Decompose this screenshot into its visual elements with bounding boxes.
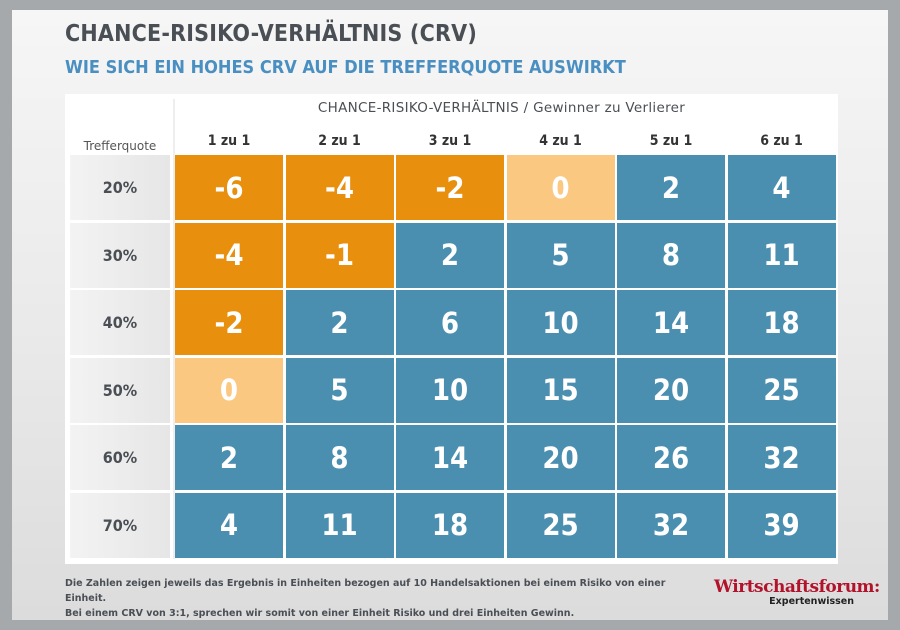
value-cell: -4 xyxy=(175,222,283,288)
value-cell: 20 xyxy=(506,425,615,490)
value-cell: 18 xyxy=(727,290,836,355)
value-cell: 20 xyxy=(617,357,725,423)
value-grid: -6 -4 -2 0 2 4 -4 -1 2 5 8 11 -2 2 6 10 14 18 0 5 10 15 20 25 2 8… xyxy=(175,155,838,561)
page-subtitle: WIE SICH EIN HOHES CRV AUF DIE TREFFERQU… xyxy=(65,57,626,78)
value-cell: 0 xyxy=(506,155,615,220)
footnote-line-2: Bei einem CRV von 3:1, sprechen wir somi… xyxy=(65,608,575,619)
value-cell: 8 xyxy=(285,425,394,490)
value-cell: 14 xyxy=(617,290,725,355)
value-cell: 5 xyxy=(506,222,615,288)
footnote: Die Zahlen zeigen jeweils das Ergebnis i… xyxy=(65,576,705,621)
value-cell: 26 xyxy=(617,425,725,490)
column-label: 6 zu 1 xyxy=(760,133,803,149)
value-cell: -6 xyxy=(175,155,283,220)
value-cell: 15 xyxy=(506,357,615,423)
value-cell: 4 xyxy=(175,492,283,558)
value-cell: 5 xyxy=(285,357,394,423)
row-header-title: Trefferquote xyxy=(83,139,157,153)
row-label: 60% xyxy=(70,425,170,490)
column-label: 3 zu 1 xyxy=(428,133,472,149)
value-cell: 32 xyxy=(617,492,725,558)
row-header-divider xyxy=(173,99,175,559)
value-cell: 10 xyxy=(506,290,615,355)
row-label: 20% xyxy=(70,155,170,220)
row-label: 30% xyxy=(70,222,170,288)
value-cell: -2 xyxy=(396,155,504,220)
value-cell: 4 xyxy=(727,155,836,220)
column-label: 5 zu 1 xyxy=(649,133,693,149)
row-label: 50% xyxy=(70,357,170,423)
footnote-line-1: Die Zahlen zeigen jeweils das Ergebnis i… xyxy=(65,578,666,604)
value-cell: 6 xyxy=(396,290,504,355)
value-cell: -2 xyxy=(175,290,283,355)
row-label: 40% xyxy=(70,290,170,355)
value-cell: 10 xyxy=(396,357,504,423)
page-title: CHANCE-RISIKO-VERHÄLTNIS (CRV) xyxy=(65,21,477,47)
value-cell: 25 xyxy=(506,492,615,558)
brand-logo: Wirtschaftsforum: Expertenwissen xyxy=(714,578,884,608)
infographic-panel: CHANCE-RISIKO-VERHÄLTNIS (CRV) WIE SICH … xyxy=(12,10,888,620)
crv-table: CHANCE-RISIKO-VERHÄLTNIS / Gewinner zu V… xyxy=(65,94,838,564)
row-labels: 20% 30% 40% 50% 60% 70% xyxy=(70,155,170,561)
value-cell: 0 xyxy=(175,357,283,423)
value-cell: -4 xyxy=(285,155,394,220)
value-cell: 2 xyxy=(285,290,394,355)
column-label: 1 zu 1 xyxy=(207,133,251,149)
value-cell: 32 xyxy=(727,425,836,490)
logo-wordmark: Wirtschaftsforum: xyxy=(714,577,880,597)
value-cell: 18 xyxy=(396,492,504,558)
value-cell: 2 xyxy=(175,425,283,490)
value-cell: -1 xyxy=(285,222,394,288)
column-label: 2 zu 1 xyxy=(318,133,361,149)
value-cell: 25 xyxy=(727,357,836,423)
column-label: 4 zu 1 xyxy=(539,133,582,149)
column-labels: 1 zu 1 2 zu 1 3 zu 1 4 zu 1 5 zu 1 6 zu 1 xyxy=(175,130,835,156)
row-label: 70% xyxy=(70,492,170,558)
value-cell: 8 xyxy=(617,222,725,288)
value-cell: 39 xyxy=(727,492,836,558)
value-cell: 11 xyxy=(285,492,394,558)
value-cell: 2 xyxy=(396,222,504,288)
value-cell: 14 xyxy=(396,425,504,490)
value-cell: 11 xyxy=(727,222,836,288)
value-cell: 2 xyxy=(617,155,725,220)
column-header-title: CHANCE-RISIKO-VERHÄLTNIS / Gewinner zu V… xyxy=(317,100,686,116)
logo-tagline: Expertenwissen xyxy=(769,596,854,607)
